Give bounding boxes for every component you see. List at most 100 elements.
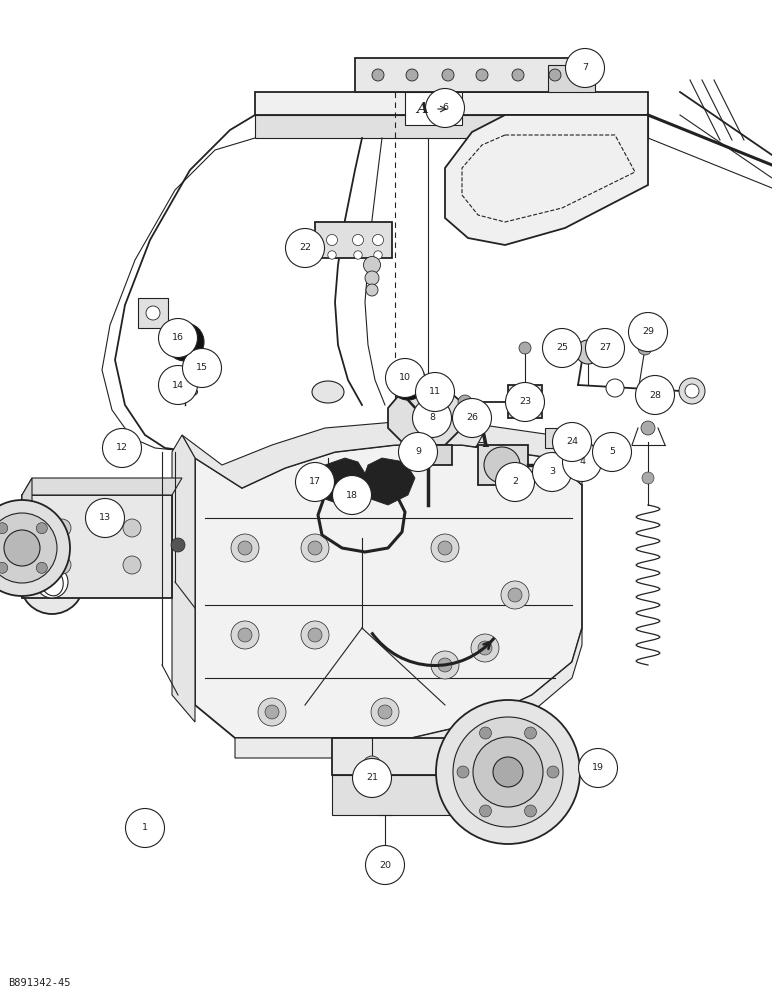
Circle shape [425,89,465,127]
Circle shape [0,562,8,573]
Circle shape [642,472,654,484]
Text: 22: 22 [299,243,311,252]
Circle shape [547,766,559,778]
Circle shape [123,556,141,574]
Circle shape [533,452,571,491]
Text: B891342-45: B891342-45 [8,978,70,988]
Circle shape [36,566,68,598]
Circle shape [86,498,124,538]
Circle shape [308,628,322,642]
Circle shape [238,628,252,642]
Polygon shape [508,385,542,418]
Circle shape [179,386,191,398]
Circle shape [231,534,259,562]
Text: 7: 7 [582,64,588,73]
Circle shape [238,541,252,555]
Circle shape [158,318,198,358]
Circle shape [373,234,384,245]
Circle shape [365,846,405,884]
Circle shape [563,456,581,474]
Circle shape [536,456,554,474]
Circle shape [635,375,675,414]
Circle shape [158,365,198,404]
Text: 1: 1 [142,824,148,832]
Circle shape [549,69,561,81]
Circle shape [493,757,523,787]
Polygon shape [195,445,582,738]
Circle shape [53,556,71,574]
Circle shape [385,359,425,397]
Circle shape [518,395,532,409]
Circle shape [519,342,531,354]
Circle shape [296,462,334,502]
Circle shape [123,519,141,537]
Circle shape [182,349,222,387]
Polygon shape [315,458,368,505]
Text: 13: 13 [99,514,111,522]
Text: 2: 2 [512,478,518,487]
Text: 29: 29 [642,328,654,336]
Circle shape [473,737,543,807]
Circle shape [422,402,434,414]
Circle shape [592,432,631,472]
Circle shape [390,364,426,400]
Circle shape [366,284,378,296]
Polygon shape [255,92,648,115]
Polygon shape [22,495,172,598]
Circle shape [364,256,381,273]
Circle shape [301,534,329,562]
Text: A: A [475,433,489,451]
Text: 8: 8 [429,414,435,422]
Circle shape [555,448,569,462]
Circle shape [328,251,336,259]
Polygon shape [405,92,462,125]
Circle shape [258,698,286,726]
Circle shape [412,398,452,438]
Circle shape [371,698,399,726]
Text: 5: 5 [609,448,615,456]
Text: 24: 24 [566,438,578,446]
Text: 20: 20 [379,860,391,869]
Circle shape [484,447,520,483]
Text: 19: 19 [592,764,604,772]
Circle shape [301,621,329,649]
Circle shape [363,756,381,774]
Circle shape [628,312,668,352]
Circle shape [419,413,437,431]
Circle shape [442,69,454,81]
Polygon shape [405,445,452,465]
Circle shape [563,442,601,482]
Circle shape [53,519,71,537]
Polygon shape [332,775,465,815]
Circle shape [587,447,603,463]
Circle shape [436,700,580,844]
Circle shape [20,550,84,614]
Text: 3: 3 [549,468,555,477]
Circle shape [103,428,141,468]
Circle shape [353,758,391,798]
Circle shape [685,384,699,398]
Circle shape [4,530,40,566]
Circle shape [365,271,379,285]
Circle shape [327,234,337,245]
Circle shape [471,634,499,662]
Circle shape [501,581,529,609]
Circle shape [431,651,459,679]
Circle shape [378,705,392,719]
Circle shape [578,748,618,788]
Polygon shape [235,628,582,758]
Polygon shape [182,422,582,488]
Circle shape [0,513,57,583]
Polygon shape [332,738,465,775]
Circle shape [641,421,655,435]
Circle shape [406,69,418,81]
Circle shape [166,323,204,361]
Ellipse shape [172,387,198,397]
Circle shape [372,69,384,81]
Polygon shape [362,458,415,505]
Circle shape [415,372,455,412]
Polygon shape [478,445,528,485]
Circle shape [453,717,563,827]
Text: 16: 16 [172,334,184,342]
Circle shape [353,234,364,245]
